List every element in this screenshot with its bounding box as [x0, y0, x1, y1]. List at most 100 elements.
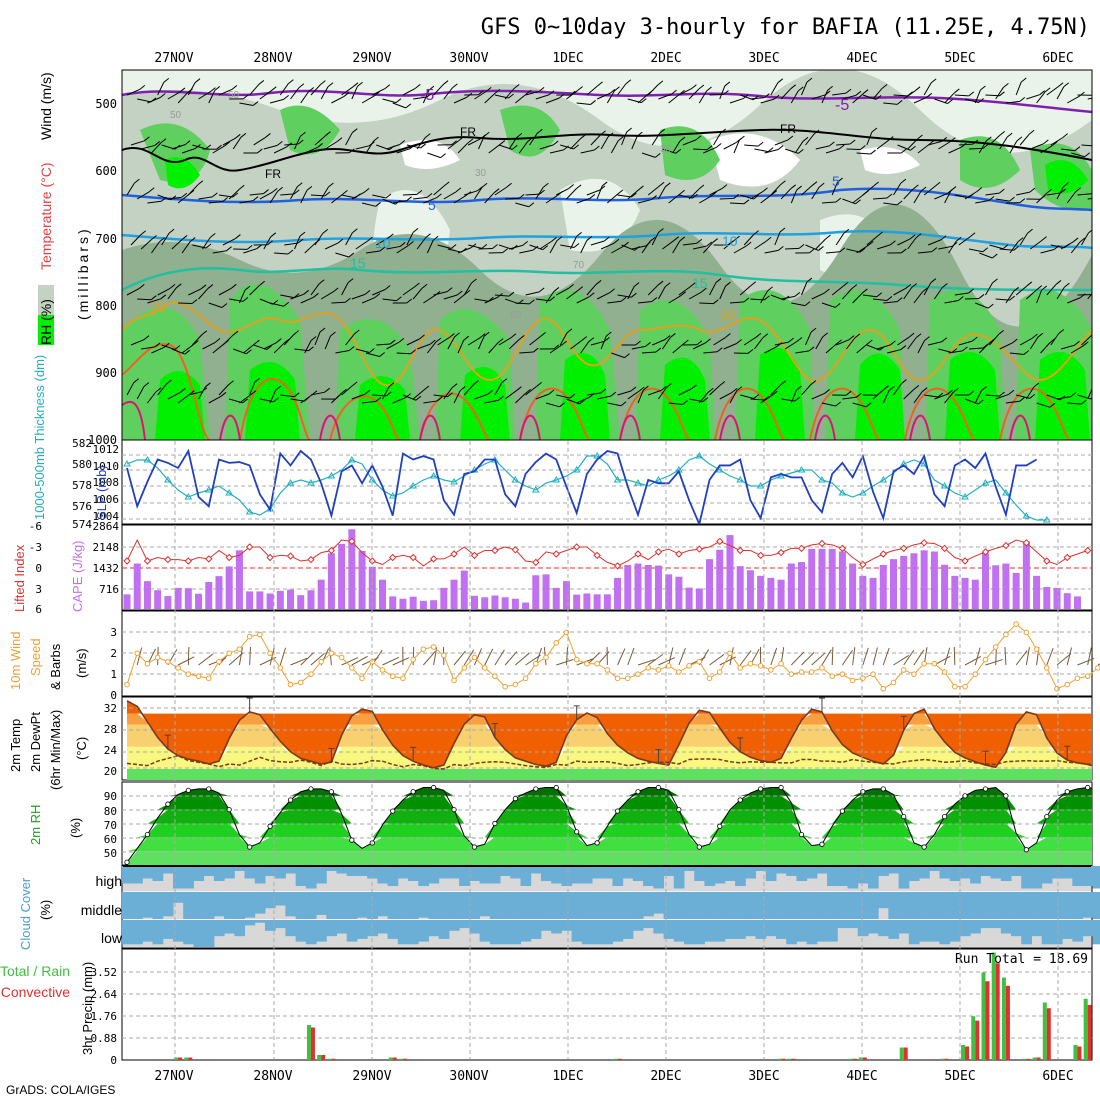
wind-barb-flag — [332, 287, 339, 293]
wind-barb — [750, 191, 763, 200]
cloud-cover-bar — [908, 920, 920, 945]
cloud-cover-bar — [990, 892, 1002, 919]
wind-barb — [416, 137, 426, 150]
wind-barb-flag — [579, 399, 585, 405]
wind-barb — [621, 244, 635, 251]
wind-speed-point — [870, 671, 876, 677]
wind-speed-point — [195, 673, 202, 680]
wind-barb-flag — [702, 397, 709, 402]
lifted-index-point — [593, 551, 601, 560]
cloud-cover-bar — [1031, 920, 1043, 937]
wind-barb-flag — [513, 83, 520, 89]
wind-barb-flag — [617, 136, 624, 142]
thickness-point — [307, 479, 315, 486]
wind-barb — [1070, 345, 1084, 354]
panel2-series — [123, 448, 1051, 527]
wind-barb-flag — [143, 335, 150, 341]
cloud-cover-bar — [990, 920, 1002, 929]
wind-barb-flag — [498, 395, 504, 401]
wind-barb — [590, 340, 605, 346]
wind-barb-flag — [506, 182, 512, 188]
precip-convective-bar — [965, 1046, 970, 1060]
cloud-cover-bar — [540, 920, 552, 931]
wind-barb — [474, 298, 489, 302]
cloud-cover-bar — [1082, 866, 1094, 886]
wind-barb — [515, 302, 530, 305]
wind-barb — [515, 393, 526, 404]
wind-barb — [556, 287, 569, 296]
wind-barb-flag — [590, 100, 596, 105]
lifted-index-point — [286, 552, 295, 560]
cloud-cover-bar — [816, 920, 828, 942]
wind-barb — [611, 245, 624, 254]
wind-barb-flag — [715, 278, 722, 283]
wind-barb-flag — [887, 136, 894, 141]
wind-barb — [161, 232, 170, 246]
cloud-cover-bar — [448, 920, 460, 931]
precip-total-bar — [306, 1025, 311, 1060]
wind-speed-point — [890, 679, 897, 686]
thickness-point — [981, 479, 990, 486]
temp-axis-title: 2m Temp — [8, 719, 23, 772]
wind-speed-point — [492, 673, 498, 680]
precip-convective-bar — [1036, 1057, 1041, 1060]
precip-total-bar — [981, 972, 986, 1060]
cape-bar — [849, 563, 857, 609]
temp-2m-panel: 32 28 24 20 2m Temp 2m DewPt (6hr Min/Ma… — [8, 696, 1093, 790]
wind-barb — [1050, 137, 1063, 146]
wind-barb — [447, 140, 460, 150]
wind-barb — [648, 389, 662, 396]
cloud-cover-bar — [1092, 892, 1100, 919]
cape-bar — [143, 581, 151, 609]
wind-barb — [447, 248, 462, 253]
wind-barb — [1046, 284, 1057, 296]
cloud-cover-bar — [622, 892, 634, 919]
cloud-cover-bar — [878, 866, 889, 876]
cape-bar — [838, 551, 846, 609]
cloud-cover-bar — [316, 866, 327, 884]
wind-barb-flag — [232, 192, 239, 198]
wind-barb — [658, 387, 667, 400]
wind-barb-flag — [705, 338, 711, 344]
wind-barb — [658, 186, 666, 200]
wind-barb-flag — [780, 380, 786, 386]
cloud-cover-bar — [765, 920, 777, 937]
wind-barb-flag — [166, 379, 172, 385]
cape-bar — [225, 566, 233, 609]
slp-line — [126, 448, 1038, 527]
rh-band — [127, 795, 1092, 810]
slp-tick: 1008 — [93, 476, 120, 489]
wind-barb-flag — [379, 246, 386, 252]
wind-barb-flag — [429, 339, 436, 345]
cloud-cover-bar — [571, 892, 583, 919]
wind-barb-flag — [559, 402, 565, 408]
wind-barb — [426, 341, 437, 354]
precip-total-bar — [1022, 1058, 1027, 1060]
wind-barb — [376, 343, 391, 346]
wind-barb — [893, 654, 909, 666]
wind-tick: 2 — [110, 647, 117, 660]
wind-speed-point — [216, 658, 222, 665]
rh-point — [267, 823, 273, 829]
wind-barb-flag — [352, 82, 359, 88]
wind-barb-flag — [745, 241, 752, 247]
cloud-cover-bar — [643, 920, 654, 929]
cloud-cover-bar — [213, 892, 225, 917]
wind-barb — [365, 352, 380, 357]
wind-barb-flag — [900, 178, 907, 184]
wind-barb — [627, 189, 639, 200]
wind-barb — [130, 339, 145, 346]
wind-barb — [130, 234, 142, 246]
wind-barb — [821, 649, 832, 666]
wind-barb-flag — [661, 385, 667, 391]
rh-point — [144, 831, 151, 838]
wind-barb-flag — [494, 89, 501, 94]
wind-speed-point — [1084, 673, 1091, 680]
temp-contour-minus5 — [122, 89, 1092, 114]
thickness-point — [756, 482, 765, 489]
wind-barb — [423, 294, 436, 304]
wind-barb — [617, 83, 627, 96]
wind-barb — [903, 188, 914, 200]
wind-barb-flag — [232, 330, 239, 336]
wind-barb-flag — [568, 184, 574, 189]
